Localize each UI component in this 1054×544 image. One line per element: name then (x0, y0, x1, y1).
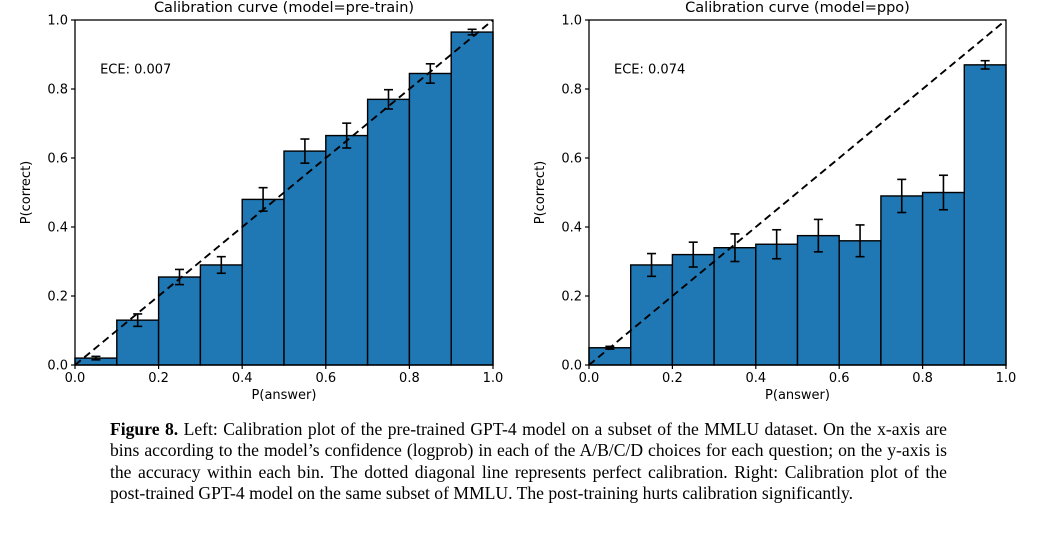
bar-bin-8 (408, 72, 452, 366)
calibration-chart-pretrain: 0.0 0.2 0.4 0.6 0.8 1.0 0.0 0.2 0.4 0.6 0.8 1.0 Cali… (19, 0, 504, 403)
x-tick-label: 0.6 (829, 371, 850, 386)
bar-bin-7 (366, 98, 411, 366)
figure-caption-text: Left: Calibration plot of the pre-traine… (110, 419, 947, 504)
bar-bin-6 (325, 134, 369, 366)
error-bar-bin-6 (342, 122, 352, 149)
error-bar-bin-9 (980, 59, 990, 70)
y-tick-label: 0.8 (561, 83, 582, 98)
bar-bin-2 (671, 253, 715, 366)
bar-bin-4 (241, 198, 285, 366)
error-bar-bin-0 (91, 355, 101, 361)
error-bar-bin-4 (772, 228, 782, 260)
error-bar-bin-3 (216, 255, 226, 275)
bar-bin-7 (880, 195, 924, 366)
y-tick-label: 0.6 (47, 152, 68, 167)
y-tick-label: 0.2 (47, 290, 68, 305)
error-bar-bin-2 (175, 268, 184, 286)
x-tick-label: 0.4 (232, 371, 253, 386)
error-bar-bin-2 (688, 241, 698, 268)
x-tick-label: 1.0 (996, 371, 1017, 386)
y-tick-label: 0.6 (561, 152, 582, 167)
calibration-chart-ppo: 0.0 0.2 0.4 0.6 0.8 1.0 0.0 0.2 0.4 0.6 0.8 1.0 Cali… (533, 0, 1017, 403)
y-tick-label: 0.0 (561, 359, 582, 374)
y-tick-label: 0.0 (47, 359, 68, 374)
chart-title: Calibration curve (model=pre-train) (154, 0, 414, 16)
bar-bin-2 (157, 276, 202, 366)
error-bar-bin-4 (258, 186, 268, 212)
error-bar-bin-8 (425, 63, 435, 84)
y-tick-label: 1.0 (47, 14, 68, 29)
plot-border (588, 19, 1007, 366)
perfect-calibration-line (74, 19, 494, 366)
bar-bin-9 (450, 31, 494, 366)
bar-bin-1 (629, 264, 674, 366)
error-bar-bin-7 (384, 88, 393, 110)
calibration-charts-row: 0.0 0.2 0.4 0.6 0.8 1.0 0.0 0.2 0.4 0.6 0.8 1.0 Cali… (19, 0, 1017, 403)
x-tick-label: 0.2 (148, 371, 169, 386)
figure-caption: Figure 8. Left: Calibration plot of the … (110, 419, 947, 505)
bar-bin-3 (199, 264, 243, 366)
y-tick-label: 0.4 (47, 221, 68, 236)
x-tick-label: 0.8 (399, 371, 420, 386)
x-tick-label: 1.0 (483, 371, 504, 386)
y-axis-label: P(correct) (533, 161, 548, 225)
y-tick-label: 0.4 (561, 221, 582, 236)
error-bar-bin-9 (467, 28, 477, 36)
x-tick-label: 0.0 (65, 371, 86, 386)
ece-annotation: ECE: 0.007 (100, 62, 171, 77)
bar-bin-4 (755, 243, 799, 366)
bar-bin-6 (838, 240, 882, 366)
chart-title: Calibration curve (model=ppo) (685, 0, 910, 16)
error-bar-bin-1 (647, 252, 657, 278)
bar-bin-8 (921, 191, 966, 366)
ece-annotation: ECE: 0.074 (614, 62, 685, 77)
perfect-calibration-line (588, 19, 1007, 366)
bar-bin-5 (796, 234, 840, 366)
bar-bin-3 (713, 246, 757, 366)
x-tick-label: 0.2 (662, 371, 683, 386)
bar-bin-9 (963, 64, 1007, 366)
error-bar-bin-7 (897, 178, 907, 214)
error-bar-bin-3 (730, 233, 740, 263)
y-tick-label: 0.2 (561, 290, 582, 305)
plot-border (74, 19, 494, 366)
bar-bin-5 (283, 150, 327, 366)
figure-caption-label: Figure 8. (110, 419, 179, 439)
y-tick-label: 0.8 (47, 83, 68, 98)
error-bar-bin-8 (938, 174, 948, 211)
x-tick-label: 0.4 (745, 371, 766, 386)
error-bar-bin-5 (300, 138, 310, 164)
bar-bin-0 (588, 347, 632, 366)
error-bar-bin-6 (855, 224, 865, 258)
error-bar-bin-0 (605, 345, 615, 350)
y-axis-label: P(correct) (19, 161, 34, 225)
x-tick-label: 0.6 (315, 371, 336, 386)
x-axis-label: P(answer) (765, 388, 830, 403)
y-tick-label: 1.0 (561, 14, 582, 29)
error-bar-bin-1 (133, 313, 143, 328)
x-tick-label: 0.0 (579, 371, 600, 386)
x-axis-label: P(answer) (252, 388, 317, 403)
x-tick-label: 0.8 (912, 371, 933, 386)
error-bar-bin-5 (813, 218, 823, 253)
